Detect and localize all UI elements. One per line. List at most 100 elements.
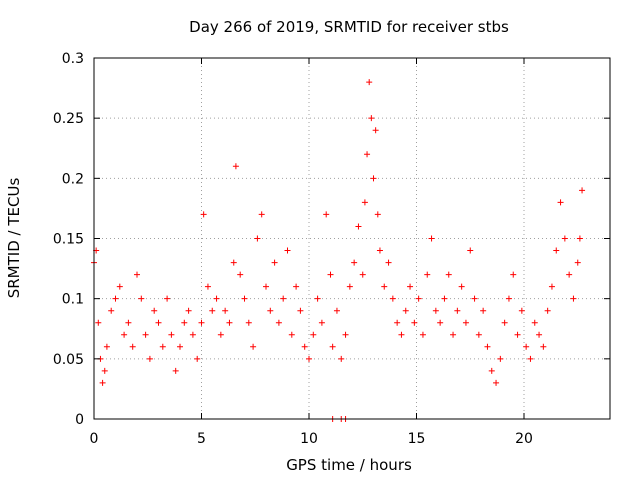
data-point xyxy=(146,355,153,362)
data-point xyxy=(185,307,192,314)
data-point xyxy=(579,187,586,194)
data-point xyxy=(310,331,317,338)
data-point xyxy=(280,295,287,302)
data-point xyxy=(368,115,375,122)
data-point xyxy=(450,331,457,338)
data-point xyxy=(245,319,252,326)
data-point xyxy=(125,319,132,326)
data-point xyxy=(385,259,392,266)
data-point xyxy=(155,319,162,326)
data-point xyxy=(172,367,179,374)
data-point xyxy=(566,271,573,278)
data-point xyxy=(142,331,149,338)
data-point xyxy=(241,295,248,302)
data-point xyxy=(121,331,128,338)
data-point xyxy=(159,343,166,350)
data-point xyxy=(510,271,517,278)
data-point xyxy=(419,331,426,338)
data-point xyxy=(415,295,422,302)
data-point xyxy=(454,307,461,314)
data-point xyxy=(198,319,205,326)
data-point xyxy=(441,295,448,302)
data-point xyxy=(432,307,439,314)
data-point xyxy=(351,259,358,266)
data-point xyxy=(318,319,325,326)
data-point xyxy=(112,295,119,302)
data-point xyxy=(346,283,353,290)
data-point xyxy=(101,367,108,374)
grid-layer xyxy=(94,58,610,419)
data-point xyxy=(217,331,224,338)
data-point xyxy=(471,295,478,302)
y-tick-label: 0.05 xyxy=(53,352,84,368)
data-point xyxy=(389,295,396,302)
data-point xyxy=(497,355,504,362)
data-point xyxy=(151,307,158,314)
data-point xyxy=(200,211,207,218)
data-point xyxy=(364,151,371,158)
data-point xyxy=(523,343,530,350)
data-point xyxy=(366,79,373,86)
data-point xyxy=(411,319,418,326)
data-point xyxy=(407,283,414,290)
x-axis-label: GPS time / hours xyxy=(286,456,412,474)
x-axis: 0 5 10 15 20 xyxy=(90,58,533,447)
data-point xyxy=(164,295,171,302)
data-point xyxy=(342,331,349,338)
data-point xyxy=(267,307,274,314)
y-tick-label: 0 xyxy=(75,412,84,428)
data-point xyxy=(488,367,495,374)
data-point xyxy=(394,319,401,326)
data-point xyxy=(329,343,336,350)
data-point xyxy=(458,283,465,290)
data-point xyxy=(254,235,261,242)
data-point xyxy=(536,331,543,338)
data-point xyxy=(297,307,304,314)
data-point xyxy=(168,331,175,338)
data-point xyxy=(213,295,220,302)
data-point xyxy=(237,271,244,278)
data-point xyxy=(271,259,278,266)
y-axis-label: SRMTID / TECUs xyxy=(5,178,23,299)
data-point xyxy=(284,247,291,254)
data-point xyxy=(189,331,196,338)
data-point xyxy=(480,307,487,314)
data-point xyxy=(323,211,330,218)
x-tick-label: 5 xyxy=(197,431,206,447)
data-point xyxy=(99,379,106,386)
data-point xyxy=(288,331,295,338)
data-point xyxy=(204,283,211,290)
data-point xyxy=(250,343,257,350)
x-tick-label: 15 xyxy=(408,431,426,447)
data-point xyxy=(370,175,377,182)
data-point xyxy=(222,307,229,314)
data-point xyxy=(557,199,564,206)
data-point xyxy=(576,235,583,242)
data-point xyxy=(103,343,110,350)
y-axis: 0 0.05 0.1 0.15 0.2 0.25 0.3 xyxy=(53,51,610,428)
data-point xyxy=(327,271,334,278)
data-point xyxy=(301,343,308,350)
x-tick-label: 10 xyxy=(300,431,318,447)
data-point xyxy=(561,235,568,242)
plot-frame xyxy=(93,57,611,420)
data-point xyxy=(338,355,345,362)
data-point xyxy=(108,307,115,314)
data-point xyxy=(355,223,362,230)
data-point xyxy=(462,319,469,326)
data-point xyxy=(381,283,388,290)
data-point xyxy=(293,283,300,290)
data-point xyxy=(445,271,452,278)
x-tick-label: 20 xyxy=(515,431,533,447)
data-point xyxy=(263,283,269,290)
y-tick-label: 0.25 xyxy=(53,111,84,127)
data-point xyxy=(531,319,538,326)
data-point xyxy=(359,271,366,278)
data-point xyxy=(467,247,474,254)
data-point xyxy=(398,331,405,338)
data-point xyxy=(402,307,409,314)
data-point xyxy=(258,211,265,218)
data-point xyxy=(209,307,216,314)
data-point xyxy=(574,259,581,266)
data-point xyxy=(484,343,491,350)
